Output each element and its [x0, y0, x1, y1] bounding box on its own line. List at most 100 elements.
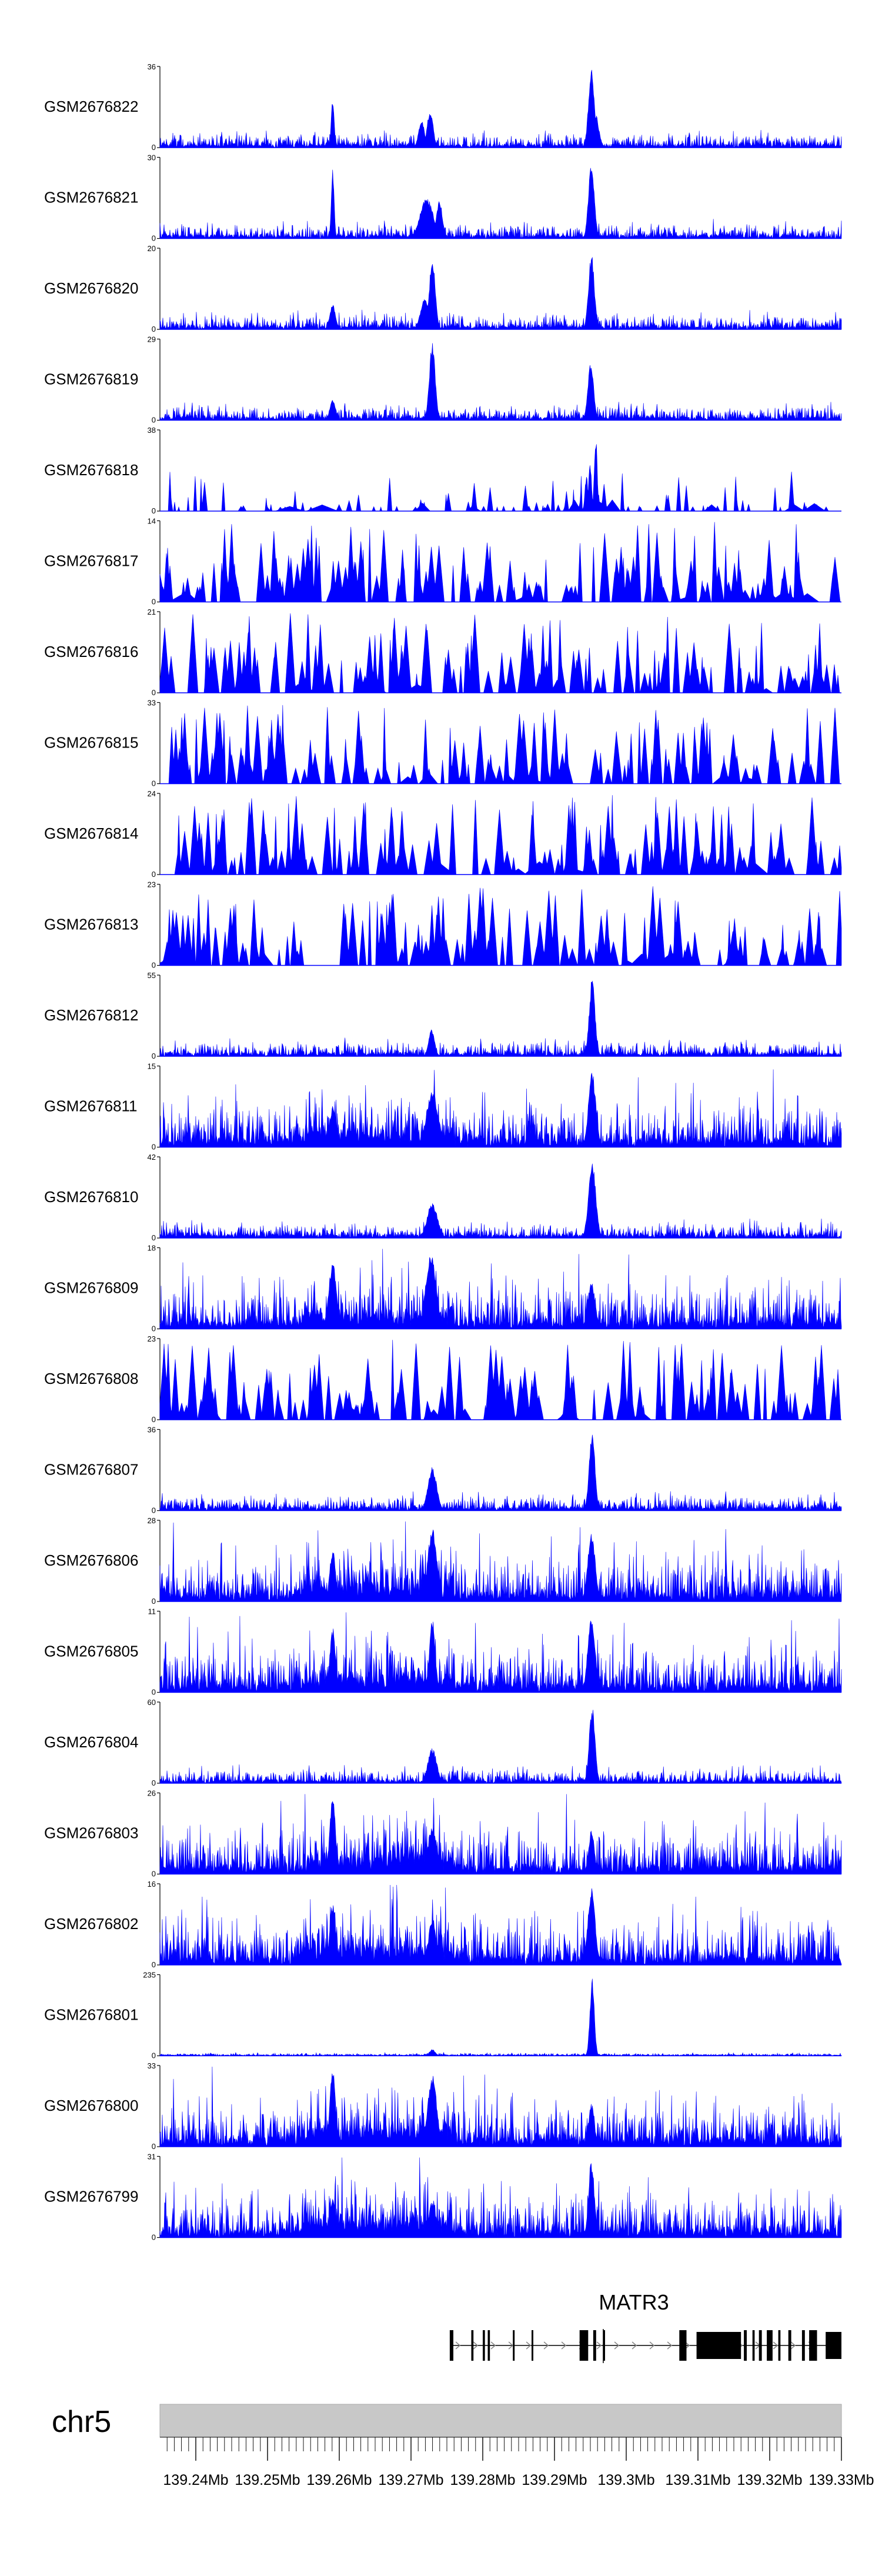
signal-area	[159, 1710, 842, 1784]
strand-arrow	[561, 2341, 567, 2350]
y-axis-min-label: 0	[152, 1870, 156, 1878]
track-GSM2676803: GSM2676803 26 0	[44, 1789, 842, 1878]
track-GSM2676817: GSM2676817 14 0	[44, 517, 841, 606]
y-axis-min-label: 0	[152, 961, 156, 970]
y-axis-min-label: 0	[152, 1143, 156, 1152]
signal-area	[159, 980, 842, 1057]
strand-arrow	[667, 2341, 673, 2350]
y-axis-max-label: 23	[148, 880, 156, 889]
chromosome-label: chr5	[52, 2405, 111, 2439]
signal-area	[159, 2157, 842, 2238]
y-axis-min-label: 0	[152, 1506, 156, 1515]
axis-tick-label: 139.24Mb	[163, 2472, 228, 2488]
track-GSM2676816: GSM2676816 21 0	[44, 608, 841, 697]
y-axis-max-label: 33	[148, 699, 156, 708]
y-axis-min-label: 0	[152, 1415, 156, 1424]
strand-arrow	[473, 2341, 479, 2350]
track-label: GSM2676810	[44, 1188, 138, 1206]
y-axis-min-label: 0	[152, 779, 156, 788]
y-axis-max-label: 15	[148, 1062, 156, 1071]
strand-arrow	[632, 2341, 637, 2350]
track-label: GSM2676801	[44, 2006, 138, 2024]
track-label: GSM2676803	[44, 1824, 138, 1842]
track-GSM2676812: GSM2676812 55 0	[44, 971, 842, 1060]
y-axis-min-label: 0	[152, 2051, 156, 2060]
signal-area	[160, 705, 841, 785]
strand-arrow	[455, 2341, 461, 2350]
signal-area	[159, 1978, 842, 2057]
track-label: GSM2676809	[44, 1279, 138, 1297]
track-label: GSM2676813	[44, 916, 138, 933]
y-axis-max-label: 60	[148, 1698, 156, 1707]
gene-exon	[759, 2330, 762, 2361]
y-axis-max-label: 31	[148, 2153, 156, 2161]
track-label: GSM2676816	[44, 643, 138, 660]
track-GSM2676799: GSM2676799 31 0	[44, 2153, 842, 2242]
gene-exon	[788, 2330, 791, 2361]
gene-name-label: MATR3	[599, 2290, 669, 2314]
y-axis-max-label: 42	[148, 1153, 156, 1162]
signal-area	[159, 1163, 842, 1239]
signal-area	[159, 1612, 842, 1693]
y-axis-min-label: 0	[152, 1052, 156, 1060]
y-axis-max-label: 11	[148, 1607, 156, 1616]
axis-tick-label: 139.31Mb	[665, 2472, 730, 2488]
track-label: GSM2676818	[44, 461, 138, 479]
y-axis-max-label: 235	[143, 1971, 156, 1980]
track-GSM2676820: GSM2676820 20 0	[44, 244, 842, 333]
track-GSM2676811: GSM2676811 15 0	[44, 1062, 842, 1152]
y-axis-max-label: 23	[148, 1334, 156, 1343]
axis-tick-label: 139.3Mb	[597, 2472, 654, 2488]
gene-exon	[778, 2330, 781, 2361]
y-axis-min-label: 0	[152, 325, 156, 333]
gene-exon	[579, 2330, 589, 2361]
gene-exon	[483, 2330, 485, 2361]
track-label: GSM2676812	[44, 1006, 138, 1024]
axis-tick-label: 139.26Mb	[306, 2472, 372, 2488]
y-axis-max-label: 29	[148, 335, 156, 344]
signal-area	[159, 1884, 842, 1966]
gene-exon	[532, 2330, 533, 2361]
track-label: GSM2676808	[44, 1370, 138, 1387]
track-label: GSM2676815	[44, 734, 138, 752]
gene-exon	[471, 2330, 474, 2361]
gene-exon	[593, 2330, 596, 2361]
y-axis-min-label: 0	[152, 1324, 156, 1333]
track-GSM2676806: GSM2676806 28 0	[44, 1516, 842, 1606]
y-axis-min-label: 0	[152, 1597, 156, 1606]
y-axis-min-label: 0	[152, 688, 156, 697]
track-label: GSM2676805	[44, 1643, 138, 1660]
gene-exon	[826, 2332, 841, 2359]
track-label: GSM2676806	[44, 1551, 138, 1569]
y-axis-max-label: 55	[148, 971, 156, 980]
track-GSM2676801: GSM2676801 235 0	[44, 1971, 842, 2060]
gene-exon	[487, 2330, 490, 2361]
track-label: GSM2676814	[44, 825, 138, 842]
gene-exon	[744, 2330, 747, 2361]
track-label: GSM2676819	[44, 371, 138, 388]
track-label: GSM2676800	[44, 2097, 138, 2114]
y-axis-min-label: 0	[152, 1233, 156, 1242]
y-axis-min-label: 0	[152, 1778, 156, 1787]
y-axis-max-label: 36	[148, 1426, 156, 1434]
signal-area	[159, 613, 841, 693]
y-axis-max-label: 16	[148, 1880, 156, 1888]
track-label: GSM2676817	[44, 552, 138, 570]
track-label: GSM2676822	[44, 98, 138, 115]
signal-area	[159, 1434, 842, 1511]
track-GSM2676821: GSM2676821 30 0	[44, 154, 842, 243]
y-axis-min-label: 0	[152, 870, 156, 879]
track-GSM2676819: GSM2676819 29 0	[44, 335, 842, 425]
strand-arrow	[614, 2341, 620, 2350]
strand-arrow	[596, 2341, 602, 2350]
gene-exon	[696, 2332, 741, 2359]
strand-arrow	[790, 2341, 796, 2350]
chromosome-ideogram	[159, 2404, 842, 2438]
track-label: GSM2676807	[44, 1461, 138, 1479]
strand-arrow	[490, 2341, 496, 2350]
axis-tick-label: 139.25Mb	[235, 2472, 300, 2488]
signal-area	[159, 2066, 842, 2147]
gene-exon	[679, 2330, 687, 2361]
axis-tick-label: 139.27Mb	[378, 2472, 443, 2488]
